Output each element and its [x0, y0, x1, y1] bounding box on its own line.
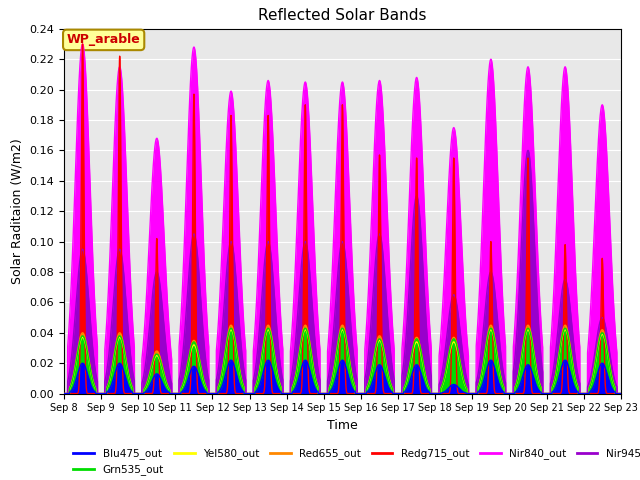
Y-axis label: Solar Raditaion (W/m2): Solar Raditaion (W/m2) — [11, 138, 24, 284]
Title: Reflected Solar Bands: Reflected Solar Bands — [258, 9, 427, 24]
Legend: Blu475_out, Grn535_out, Yel580_out, Red655_out, Redg715_out, Nir840_out, Nir945_: Blu475_out, Grn535_out, Yel580_out, Red6… — [69, 444, 640, 480]
Text: WP_arable: WP_arable — [67, 34, 141, 47]
X-axis label: Time: Time — [327, 419, 358, 432]
